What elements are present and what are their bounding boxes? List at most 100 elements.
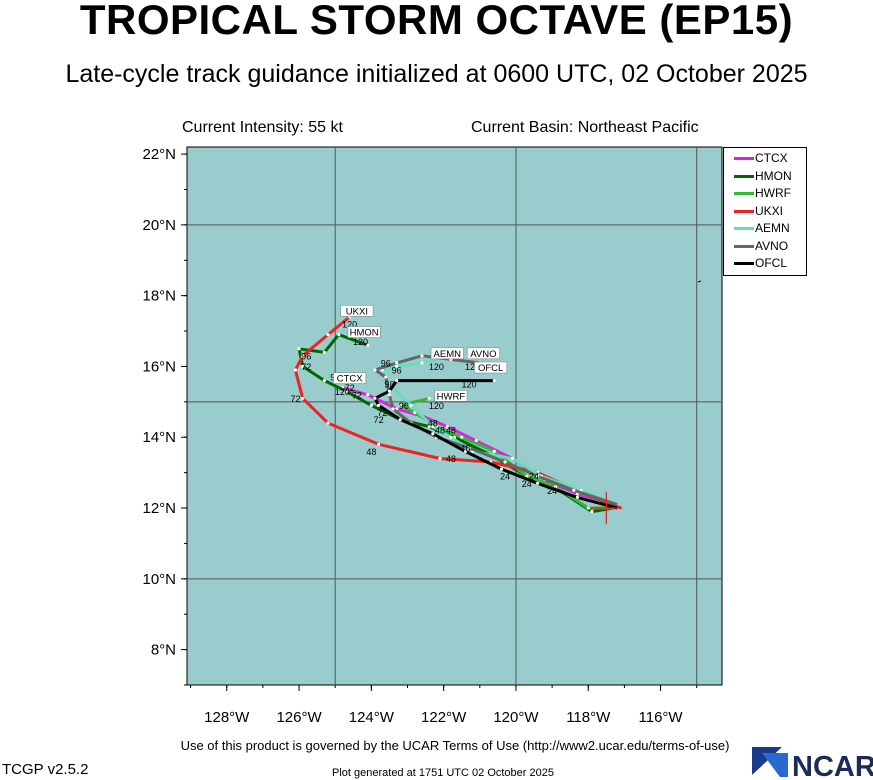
forecast-hour-label: 120	[461, 380, 476, 390]
forecast-hour-label: 72	[301, 362, 311, 372]
ncar-logo-swoosh-2	[762, 753, 788, 777]
legend-item-hmon: HMON	[724, 169, 806, 186]
track-hwrf	[398, 396, 614, 510]
forecast-hour-label: 72	[377, 408, 387, 418]
track-point	[391, 407, 395, 411]
forecast-hour-label: 120	[429, 401, 444, 411]
track-end-label-box	[333, 372, 367, 384]
track-point	[301, 396, 305, 400]
legend-swatch	[734, 209, 754, 213]
legend-swatch	[734, 262, 754, 265]
legend-label: UKXI	[755, 203, 784, 218]
track-ofcl	[373, 379, 618, 510]
forecast-hour-label: 24	[529, 472, 539, 482]
legend-label: AVNO	[755, 238, 789, 253]
ncar-logo-text: NCAR	[792, 751, 873, 780]
track-end-label: AEMN	[434, 349, 462, 360]
track-point	[536, 474, 540, 478]
track-point	[438, 456, 442, 461]
lon-tick-label: 116°W	[639, 709, 684, 726]
track-point	[463, 449, 467, 453]
track-point	[337, 332, 341, 337]
legend-swatch	[734, 157, 754, 160]
track-point	[427, 396, 431, 400]
track-point	[525, 474, 529, 478]
track-point	[499, 467, 504, 471]
track-end-label: OFCL	[478, 363, 503, 374]
forecast-hour-label: 96	[301, 351, 311, 361]
track-point	[293, 368, 298, 372]
legend-swatch	[734, 192, 754, 195]
lat-tick-label: 22°N	[142, 146, 176, 163]
lon-tick-label: 120°W	[493, 709, 539, 726]
legend-item-ofcl: OFCL	[724, 256, 806, 273]
track-point	[366, 343, 370, 347]
track-point	[376, 403, 381, 407]
guidance-subtitle: Late-cycle track guidance initialized at…	[65, 60, 808, 88]
track-point	[395, 361, 399, 365]
track-point	[445, 425, 449, 429]
forecast-hour-label: 96	[381, 358, 391, 368]
track-point	[395, 364, 399, 369]
legend-item-avno: AVNO	[724, 239, 806, 256]
track-end-label-box	[347, 326, 381, 338]
track-point	[395, 379, 399, 383]
legend-swatch	[734, 174, 754, 178]
forecast-hour-label: 96	[384, 380, 394, 390]
track-point	[431, 425, 435, 429]
legend-item-ukxi: UKXI	[724, 204, 806, 221]
track-point	[536, 481, 540, 485]
track-point	[492, 379, 496, 383]
track-point	[572, 488, 576, 492]
track-point	[366, 393, 370, 397]
forecast-hour-label: 24	[522, 479, 532, 489]
ocean-area	[186, 146, 723, 686]
forecast-hour-label: 120	[353, 337, 368, 347]
small-island-icon	[697, 280, 702, 283]
track-end-label: AVNO	[470, 349, 496, 360]
track-point	[384, 375, 388, 379]
track-point	[460, 435, 464, 439]
track-end-label: UKXI	[346, 306, 368, 317]
track-point	[326, 332, 330, 337]
track-point	[322, 379, 326, 383]
track-point	[503, 460, 507, 464]
track-end-label: HWRF	[437, 391, 466, 402]
forecast-hour-label: 72	[290, 394, 300, 404]
lat-tick-label: 18°N	[142, 288, 176, 305]
current-position-marker	[590, 492, 623, 525]
forecast-hour-label: 24	[500, 472, 510, 482]
lat-tick-label: 12°N	[142, 500, 176, 517]
forecast-hour-label: 120	[342, 320, 357, 330]
forecast-tracks	[293, 315, 622, 514]
lon-tick-label: 118°W	[566, 709, 611, 726]
lat-tick-label: 16°N	[142, 358, 176, 375]
track-end-label: HMON	[350, 328, 379, 339]
lon-tick-label: 128°W	[204, 709, 250, 726]
lon-tick-label: 124°W	[349, 709, 395, 726]
track-point	[510, 456, 514, 461]
track-point	[322, 350, 326, 354]
storm-title: TROPICAL STORM OCTAVE (EP15)	[79, 0, 794, 43]
track-point	[431, 432, 435, 436]
current-basin: Current Basin: Northeast Pacific	[471, 119, 699, 136]
legend-label: CTCX	[755, 151, 788, 165]
track-end-label-box	[466, 347, 500, 360]
lat-tick-label: 10°N	[142, 571, 176, 588]
legend-label: HMON	[755, 168, 792, 183]
track-end-labels: UKXI HMON CTCX AEMN AVNO OFCL HWRF	[333, 305, 508, 402]
track-point	[387, 393, 392, 397]
track-point	[344, 389, 348, 393]
version-label: TCGP v2.5.2	[2, 761, 89, 778]
track-point	[387, 389, 392, 393]
forecast-hour-label: 72	[352, 390, 362, 400]
forecast-hour-label: 48	[460, 443, 470, 453]
plot-generated-time: Plot generated at 1751 UTC 02 October 20…	[332, 767, 554, 779]
track-point	[301, 364, 305, 369]
track-point	[449, 435, 453, 439]
forecast-hour-label: 96	[399, 401, 409, 411]
track-end-label-box	[434, 390, 468, 402]
forecast-hour-label: 72	[345, 383, 355, 393]
track-point	[373, 368, 377, 372]
